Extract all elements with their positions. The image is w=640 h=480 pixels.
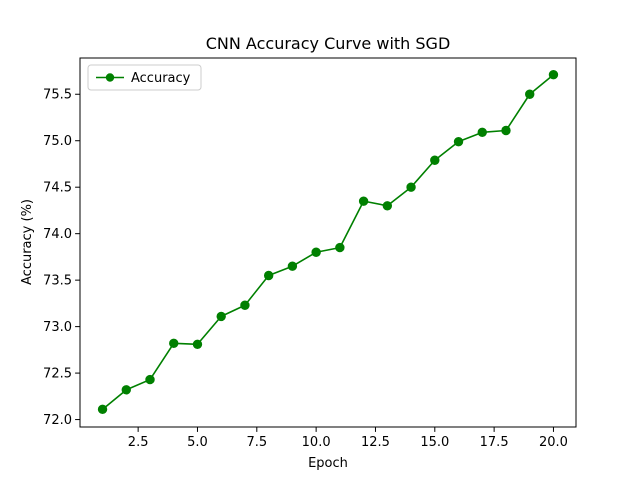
data-point xyxy=(263,270,274,281)
y-tick-label: 73.0 xyxy=(43,320,72,335)
y-tick-label: 72.0 xyxy=(43,413,72,428)
x-axis-label: Epoch xyxy=(308,456,348,471)
data-point xyxy=(311,247,321,257)
data-point xyxy=(240,300,250,310)
axes-frame xyxy=(79,57,577,428)
data-point xyxy=(453,136,464,147)
legend-marker xyxy=(105,73,115,82)
x-tick-label: 10.0 xyxy=(302,435,331,450)
data-point xyxy=(121,385,131,395)
x-tick-label: 20.0 xyxy=(539,435,568,450)
data-point xyxy=(358,196,369,206)
x-tick-label: 17.5 xyxy=(480,435,509,450)
data-point xyxy=(525,89,535,99)
data-point xyxy=(145,374,155,385)
x-tick-label: 7.5 xyxy=(246,435,267,450)
data-point xyxy=(382,201,393,211)
data-point xyxy=(192,339,203,349)
data-point xyxy=(287,261,298,271)
x-tick-label: 15.0 xyxy=(420,435,449,450)
y-tick-label: 75.5 xyxy=(43,88,72,103)
y-tick-label: 75.0 xyxy=(43,134,72,149)
data-point xyxy=(216,311,226,322)
y-axis-label: Accuracy (%) xyxy=(20,199,35,285)
y-tick-label: 74.0 xyxy=(43,227,72,242)
chart-title: CNN Accuracy Curve with SGD xyxy=(206,34,451,53)
x-tick-label: 12.5 xyxy=(361,435,390,450)
legend-label: Accuracy xyxy=(131,71,191,86)
data-point xyxy=(97,404,108,415)
data-point xyxy=(169,338,179,349)
x-tick-label: 2.5 xyxy=(128,435,149,450)
y-tick-label: 73.5 xyxy=(43,274,72,289)
data-point xyxy=(501,125,511,136)
data-point xyxy=(335,242,345,253)
x-tick-label: 5.0 xyxy=(187,435,208,450)
data-point xyxy=(406,182,416,192)
data-point xyxy=(548,70,559,80)
data-point xyxy=(477,127,487,138)
plot-area: 2.5 5.0 7.5 10.0 12.5 15.0 17.5 20.0 72.0 72.5 73.… xyxy=(43,57,577,450)
legend-box xyxy=(87,64,202,91)
y-tick-label: 74.5 xyxy=(43,181,72,196)
legend: Accuracy xyxy=(87,64,202,91)
y-tick-label: 72.5 xyxy=(43,367,72,382)
data-point xyxy=(430,155,440,165)
